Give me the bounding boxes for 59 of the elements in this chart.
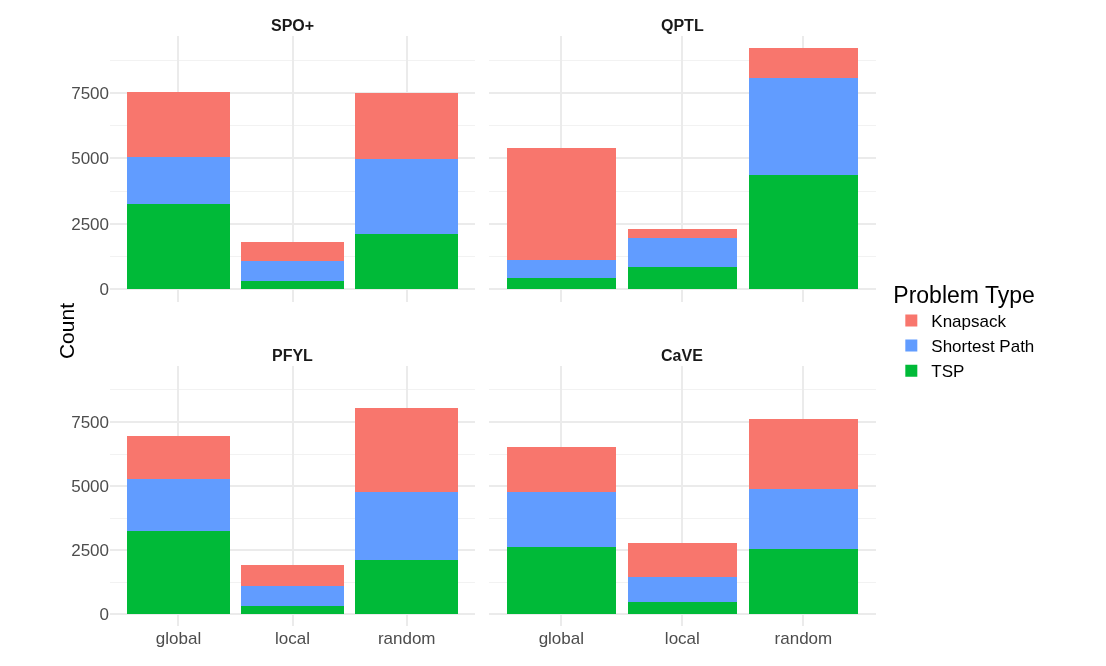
y-tick-label: 0	[99, 605, 109, 625]
y-tick-label: 5000	[71, 477, 109, 497]
bar	[127, 204, 230, 290]
bar	[627, 267, 737, 290]
y-axis-title: Count	[55, 302, 79, 360]
legend-label: TSP	[931, 362, 965, 382]
bar	[506, 277, 616, 290]
x-tick-label: random	[377, 629, 436, 648]
bar	[355, 159, 459, 235]
bar	[241, 241, 344, 262]
x-tick-label: random	[774, 629, 833, 648]
bar	[506, 492, 616, 548]
bar	[127, 436, 230, 480]
bar	[506, 147, 616, 261]
bar	[748, 48, 858, 79]
bar	[748, 488, 858, 550]
bar	[506, 260, 616, 278]
legend-title: Problem Type	[893, 281, 1035, 308]
legend-label: Shortest Path	[931, 337, 1035, 357]
x-tick-label: local	[664, 629, 700, 648]
bar	[627, 577, 737, 603]
bar	[355, 408, 459, 493]
chart-title: CaVE	[661, 347, 704, 364]
bar	[627, 543, 737, 578]
legend-label: Knapsack	[931, 312, 1007, 332]
bar	[241, 564, 344, 586]
y-tick-label: 0	[99, 280, 109, 300]
x-tick-label: global	[155, 629, 202, 648]
bar	[506, 446, 616, 493]
chart-title: PFYL	[272, 347, 314, 364]
bar	[241, 605, 344, 615]
bar	[748, 549, 858, 615]
y-tick-label: 2500	[71, 541, 109, 561]
bar	[241, 261, 344, 281]
bar	[627, 238, 737, 268]
y-tick-label: 7500	[71, 412, 109, 432]
chart-title: QPTL	[661, 17, 704, 34]
bar	[127, 91, 230, 157]
chart-title: SPO+	[271, 17, 315, 34]
x-tick-label: global	[538, 629, 585, 648]
bar	[355, 560, 459, 615]
bar	[355, 92, 459, 160]
bar	[241, 585, 344, 606]
bar	[748, 418, 858, 489]
bar	[355, 492, 459, 561]
x-tick-label: local	[275, 629, 311, 648]
y-tick-label: 5000	[71, 149, 109, 169]
bar	[127, 530, 230, 615]
bar	[127, 479, 230, 531]
bar	[748, 78, 858, 175]
bar	[627, 228, 737, 239]
bar	[355, 234, 459, 290]
bar	[241, 280, 344, 290]
bar	[748, 174, 858, 290]
bar	[627, 602, 737, 615]
y-tick-label: 7500	[71, 83, 109, 103]
bar	[506, 547, 616, 615]
bar	[127, 156, 230, 205]
y-tick-label: 2500	[71, 214, 109, 234]
